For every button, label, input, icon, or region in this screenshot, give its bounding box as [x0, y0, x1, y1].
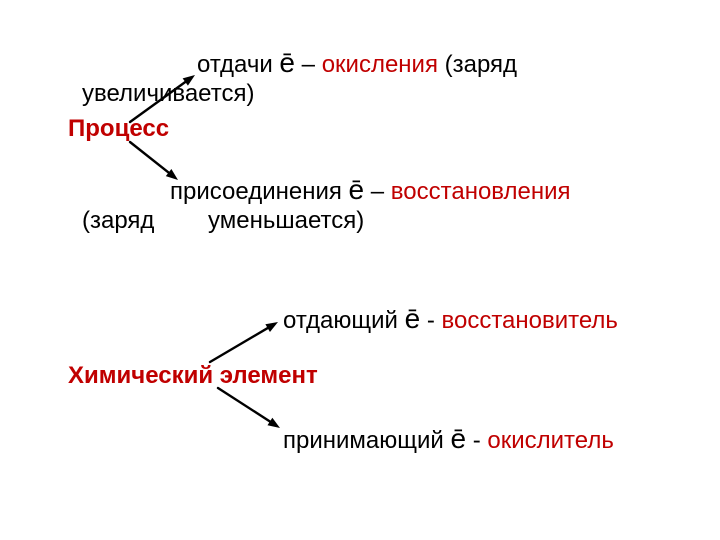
slide-stage: отдачи ē – окисления (заряд увеличиваетс… [0, 0, 720, 540]
arrows-layer [0, 0, 720, 540]
